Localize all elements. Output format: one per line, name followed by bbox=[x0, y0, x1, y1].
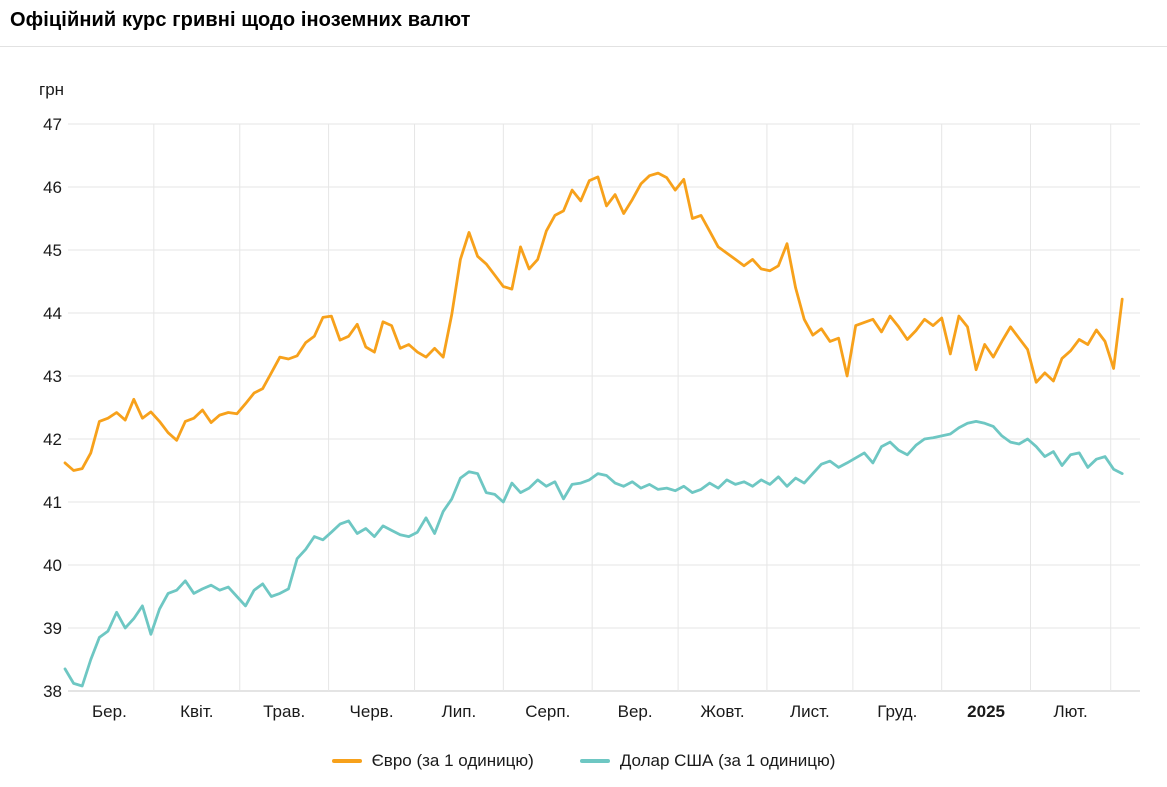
x-tick-label: Бер. bbox=[92, 702, 127, 721]
legend-label-usd: Долар США (за 1 одиницю) bbox=[619, 751, 836, 770]
x-tick-label: Трав. bbox=[263, 702, 305, 721]
legend-label-euro: Євро (за 1 одиницю) bbox=[371, 751, 534, 770]
x-tick-label: Лист. bbox=[790, 702, 830, 721]
x-tick-label: Жовт. bbox=[700, 702, 744, 721]
exchange-rate-chart[interactable]: грн 38 39 40 41 42 43 44 45 46 47 Бер. Квіт. Трав. Ч… bbox=[0, 48, 1167, 748]
y-axis-tick-labels: 38 39 40 41 42 43 44 45 46 47 bbox=[43, 115, 62, 701]
y-tick-label: 43 bbox=[43, 367, 62, 386]
y-tick-label: 38 bbox=[43, 682, 62, 701]
y-tick-label: 47 bbox=[43, 115, 62, 134]
y-axis-unit-label: грн bbox=[39, 80, 64, 99]
y-tick-label: 45 bbox=[43, 241, 62, 260]
chart-series-lines[interactable] bbox=[63, 171, 1124, 688]
chart-legend: Євро (за 1 одиницю) Долар США (за 1 один… bbox=[0, 751, 1167, 771]
y-tick-label: 40 bbox=[43, 556, 62, 575]
usd-line-swatch-icon bbox=[579, 759, 610, 763]
y-tick-label: 46 bbox=[43, 178, 62, 197]
y-tick-label: 41 bbox=[43, 493, 62, 512]
x-tick-label: Серп. bbox=[525, 702, 570, 721]
y-tick-label: 42 bbox=[43, 430, 62, 449]
y-tick-label: 44 bbox=[43, 304, 62, 323]
y-tick-label: 39 bbox=[43, 619, 62, 638]
page-header: Офіційний курс гривні щодо іноземних вал… bbox=[0, 0, 1167, 47]
x-tick-label: 2025 bbox=[967, 702, 1005, 721]
x-tick-label: Черв. bbox=[350, 702, 394, 721]
x-tick-label: Лип. bbox=[442, 702, 477, 721]
page-title: Офіційний курс гривні щодо іноземних вал… bbox=[10, 9, 471, 31]
x-tick-label: Вер. bbox=[618, 702, 653, 721]
x-tick-label: Лют. bbox=[1054, 702, 1088, 721]
x-axis-tick-labels: Бер. Квіт. Трав. Черв. Лип. Серп. Вер. Жовт. Лис… bbox=[92, 702, 1088, 721]
x-tick-label: Груд. bbox=[877, 702, 917, 721]
legend-item-usd[interactable]: Долар США (за 1 одиницю) bbox=[579, 751, 836, 771]
legend-item-euro[interactable]: Євро (за 1 одиницю) bbox=[331, 751, 534, 771]
usd-series-line[interactable] bbox=[63, 419, 1124, 688]
euro-line-swatch-icon bbox=[331, 759, 362, 763]
chart-gridlines bbox=[68, 123, 1140, 692]
euro-series-line[interactable] bbox=[63, 171, 1124, 472]
x-tick-label: Квіт. bbox=[180, 702, 213, 721]
